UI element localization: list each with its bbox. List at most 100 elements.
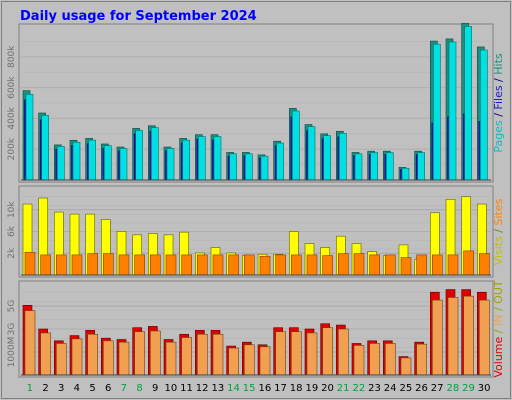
bar-hits <box>151 127 159 181</box>
x-tick-label: 30 <box>478 383 491 394</box>
bar-hits <box>135 130 143 181</box>
legend-item: Volume <box>492 336 505 377</box>
visits-panel: 2k 6k 10k <box>7 185 494 278</box>
legend-item: Files <box>492 85 505 109</box>
y-tick-label: 1000M <box>7 337 17 368</box>
x-tick-label: 12 <box>196 383 209 394</box>
bar-hits <box>25 94 34 181</box>
bar-in <box>150 330 161 376</box>
x-tick-label: 23 <box>368 383 381 394</box>
x-tick-label: 19 <box>305 383 318 394</box>
bar-sites <box>24 251 36 276</box>
bar-sites <box>338 253 349 276</box>
legend-text: Visits / Sites <box>492 198 505 265</box>
bar-sites <box>432 254 443 276</box>
bar-in <box>40 332 51 376</box>
legend-item: / <box>492 110 505 121</box>
bar-sites <box>40 254 51 276</box>
bar-hits <box>72 141 81 181</box>
bar-sites <box>197 254 208 276</box>
y-tick-label: 2k <box>7 247 17 259</box>
bar-in <box>447 297 459 376</box>
x-tick-label: 29 <box>462 383 475 394</box>
x-tick-label: 9 <box>152 383 158 394</box>
legends: Pages / Files / Hits Visits / Sites Volume… <box>492 53 505 378</box>
legend-item: Sites <box>492 198 505 225</box>
x-tick-label: 13 <box>211 383 224 394</box>
x-tick-label: 27 <box>431 383 444 394</box>
x-tick-label: 5 <box>89 383 95 394</box>
x-tick-label: 21 <box>337 383 350 394</box>
bar-sites <box>416 254 427 276</box>
bar-sites <box>103 253 114 276</box>
bar-in <box>165 341 177 376</box>
bar-hits <box>307 126 316 181</box>
bar-in <box>24 310 36 376</box>
bar-sites <box>181 254 192 276</box>
bar-sites <box>228 254 239 276</box>
legend-item: / <box>492 225 505 236</box>
bar-hits <box>229 153 237 181</box>
x-tick-label: 24 <box>384 383 397 394</box>
x-tick-label: 17 <box>274 383 287 394</box>
x-tick-label: 26 <box>415 383 428 394</box>
bar-hits <box>119 148 128 181</box>
legend-item: IN <box>492 315 505 326</box>
bar-in <box>134 331 145 376</box>
bar-sites <box>71 254 83 276</box>
x-tick-label: 16 <box>258 383 271 394</box>
hits-panel: 200k 400k 600k 800k <box>7 23 494 183</box>
legend-item: Hits <box>492 53 505 75</box>
bar-sites <box>150 254 161 276</box>
legend-item: Visits <box>492 236 505 265</box>
bar-hits <box>417 152 425 181</box>
bar-in <box>103 340 114 376</box>
bar-sites <box>165 254 177 276</box>
bar-in <box>275 331 286 376</box>
bar-sites <box>322 255 333 276</box>
y-tick-label: 400k <box>7 106 17 129</box>
y-tick-label: 600k <box>7 76 17 99</box>
legend-text: Volume / IN / OUT <box>492 280 505 378</box>
legend-item: OUT <box>492 280 505 304</box>
bar-hits <box>260 155 269 181</box>
y-tick-label: 5G <box>7 300 17 313</box>
bar-in <box>56 343 67 376</box>
bar-in <box>87 333 98 376</box>
bar-sites <box>400 257 412 276</box>
bar-sites <box>447 254 459 276</box>
bar-in <box>181 337 192 376</box>
bar-in <box>338 328 349 376</box>
bar-sites <box>134 254 145 276</box>
bar-in <box>369 343 380 376</box>
bar-in <box>118 341 130 376</box>
bar-sites <box>291 254 302 276</box>
bar-sites <box>275 254 286 276</box>
bar-sites <box>369 254 380 276</box>
bar-sites <box>212 254 224 276</box>
x-tick-label: 7 <box>121 383 127 394</box>
bar-in <box>400 357 412 376</box>
bar-hits <box>57 146 65 181</box>
bar-in <box>432 299 443 376</box>
bar-in <box>322 327 333 376</box>
x-tick-label: 2 <box>42 383 48 394</box>
bar-sites <box>259 255 271 276</box>
bar-hits <box>88 139 96 181</box>
bar-hits <box>245 153 253 181</box>
y-tick-label: 800k <box>7 45 17 68</box>
bar-hits <box>401 167 410 181</box>
bar-in <box>416 343 427 376</box>
x-tick-label: 25 <box>399 383 412 394</box>
x-tick-label: 4 <box>74 383 80 394</box>
chart-title: Daily usage for September 2024 <box>20 9 257 24</box>
bar-in <box>244 344 255 376</box>
bar-sites <box>244 254 255 276</box>
bar-hits <box>198 136 206 181</box>
x-tick-label: 6 <box>105 383 111 394</box>
bar-hits <box>166 148 175 181</box>
bar-hits <box>386 152 394 181</box>
